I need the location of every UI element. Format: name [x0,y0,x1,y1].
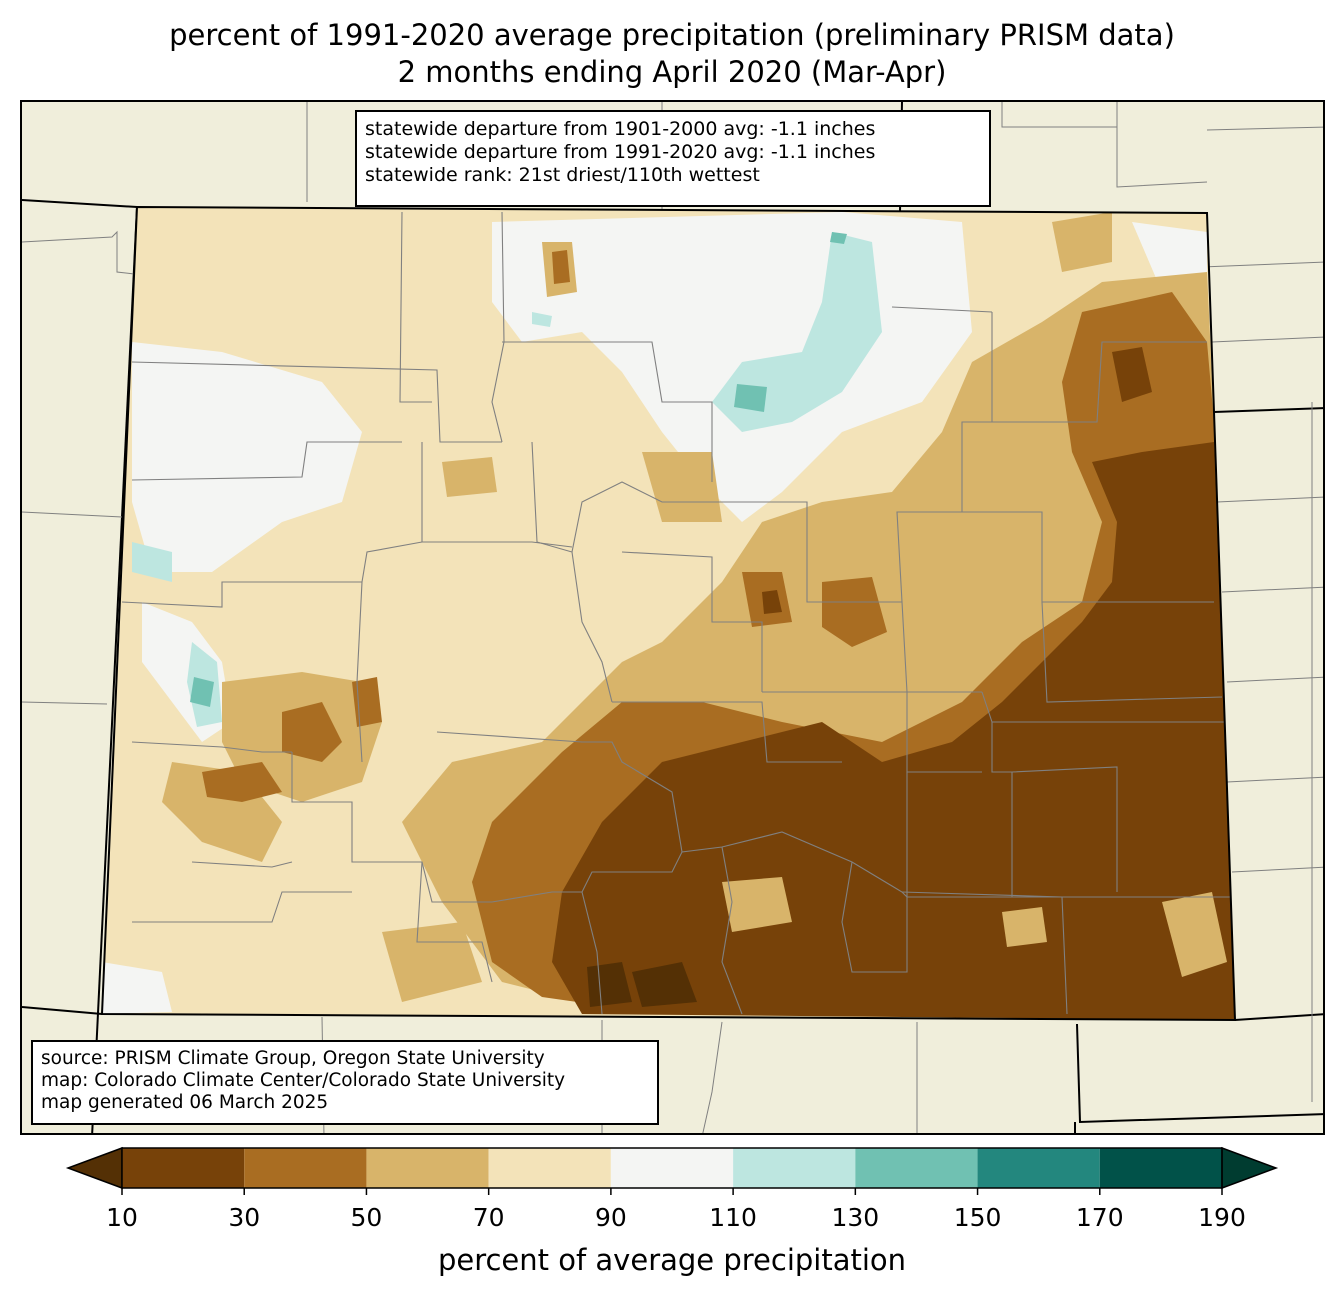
map-frame [20,100,1325,1135]
colorbar-tick-label: 190 [1198,1203,1246,1232]
colorbar-over-arrow [1221,1146,1279,1190]
colorbar-tick-label: 10 [106,1203,138,1232]
colorbar-bin-70-90 [488,1148,611,1188]
colorbar [65,1146,1279,1195]
precipitation-map [22,102,1323,1133]
precipitation-field [102,207,1235,1020]
colorbar-label: percent of average precipitation [437,1243,907,1277]
colorbar-tick-label: 110 [709,1203,757,1232]
colorbar-bin-90-110 [610,1148,734,1188]
county-borders [121,211,1235,1015]
source-box: source: PRISM Climate Group, Oregon Stat… [31,1040,659,1125]
colorbar-bin-170-190 [1099,1148,1222,1188]
map-title: percent of 1991-2020 average precipitati… [169,18,1175,52]
colorbar-under-arrow [65,1146,123,1190]
colorbar-bin-50-70 [366,1148,489,1188]
source-line-3: map generated 06 March 2025 [41,1092,329,1113]
source-line-1: source: PRISM Climate Group, Oregon Stat… [41,1048,545,1069]
colorbar-tick-label: 90 [594,1203,627,1232]
colorbar-bin-30-50 [244,1148,367,1188]
colorado-border [100,205,1237,1022]
statewide-stats-box: statewide departure from 1901-2000 avg: … [355,110,991,207]
stats-line-3: statewide rank: 21st driest/110th wettes… [365,164,760,186]
map-subtitle: 2 months ending April 2020 (Mar-Apr) [397,55,947,89]
source-line-2: map: Colorado Climate Center/Colorado St… [41,1070,566,1091]
stats-line-1: statewide departure from 1901-2000 avg: … [365,118,876,140]
colorbar-bin-10-30 [122,1148,245,1188]
colorbar-tick-label: 170 [1075,1203,1124,1232]
colorbar-bin-130-150 [855,1148,978,1188]
stats-line-2: statewide departure from 1991-2020 avg: … [365,141,876,163]
colorbar-bin-150-170 [977,1148,1100,1188]
colorbar-tick-label: 150 [953,1203,1002,1232]
colorbar-tick-label: 70 [472,1203,505,1232]
colorbar-tick-label: 130 [831,1203,880,1232]
colorbar-tick-label: 50 [350,1203,383,1232]
colorbar-bin-110-130 [733,1148,856,1188]
colorbar-tick-label: 30 [228,1203,261,1232]
colorbar-outline [121,1147,1223,1189]
